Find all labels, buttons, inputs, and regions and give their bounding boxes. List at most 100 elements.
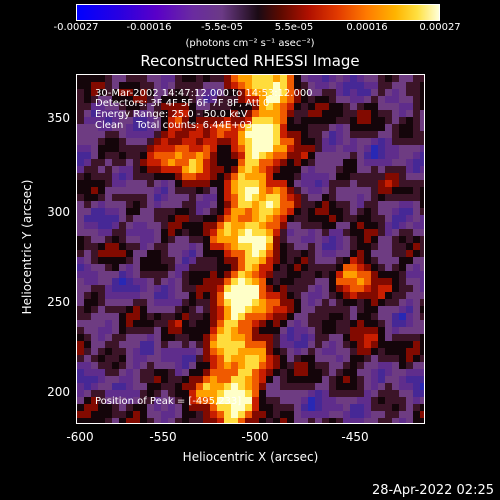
image-pixel — [203, 376, 211, 384]
y-tick-label: 350 — [47, 111, 70, 125]
image-pixel — [231, 257, 239, 265]
image-pixel — [231, 313, 239, 321]
image-pixel — [364, 285, 372, 293]
image-pixel — [133, 383, 141, 391]
image-pixel — [189, 278, 197, 286]
image-pixel — [280, 257, 288, 265]
image-pixel — [210, 292, 218, 300]
image-pixel — [280, 222, 288, 230]
image-pixel — [406, 173, 414, 181]
image-pixel — [385, 404, 393, 412]
image-pixel — [161, 236, 169, 244]
image-pixel — [231, 96, 239, 104]
image-pixel — [315, 236, 323, 244]
image-pixel — [343, 103, 351, 111]
image-pixel — [175, 348, 183, 356]
image-pixel — [385, 159, 393, 167]
image-pixel — [322, 166, 330, 174]
image-pixel — [371, 82, 379, 90]
image-pixel — [301, 320, 309, 328]
image-pixel — [413, 166, 421, 174]
image-pixel — [420, 236, 424, 244]
image-pixel — [84, 334, 92, 342]
image-pixel — [350, 383, 358, 391]
image-pixel — [217, 82, 225, 90]
image-pixel — [175, 341, 183, 349]
image-pixel — [273, 89, 281, 97]
image-pixel — [413, 117, 421, 125]
image-pixel — [231, 222, 239, 230]
image-pixel — [210, 138, 218, 146]
image-pixel — [287, 257, 295, 265]
image-pixel — [420, 145, 424, 153]
image-pixel — [210, 194, 218, 202]
image-pixel — [105, 313, 113, 321]
image-pixel — [238, 334, 246, 342]
image-pixel — [182, 110, 190, 118]
image-pixel — [245, 138, 253, 146]
image-pixel — [196, 131, 204, 139]
image-pixel — [119, 278, 127, 286]
image-pixel — [322, 278, 330, 286]
image-pixel — [364, 110, 372, 118]
image-pixel — [420, 187, 424, 195]
image-pixel — [294, 418, 302, 423]
image-pixel — [273, 411, 281, 419]
image-pixel — [266, 159, 274, 167]
image-pixel — [287, 110, 295, 118]
image-pixel — [217, 208, 225, 216]
image-pixel — [287, 397, 295, 405]
image-pixel — [336, 306, 344, 314]
image-pixel — [364, 404, 372, 412]
image-pixel — [378, 187, 386, 195]
image-pixel — [126, 278, 134, 286]
image-pixel — [98, 145, 106, 153]
image-pixel — [378, 215, 386, 223]
image-pixel — [217, 334, 225, 342]
image-pixel — [357, 229, 365, 237]
image-pixel — [420, 117, 424, 125]
image-pixel — [252, 75, 260, 83]
image-pixel — [322, 264, 330, 272]
image-pixel — [238, 390, 246, 398]
image-pixel — [350, 341, 358, 349]
image-pixel — [203, 89, 211, 97]
image-pixel — [294, 173, 302, 181]
image-pixel — [119, 229, 127, 237]
image-pixel — [238, 103, 246, 111]
image-pixel — [168, 306, 176, 314]
image-pixel — [77, 418, 85, 423]
image-pixel — [399, 264, 407, 272]
image-pixel — [294, 306, 302, 314]
image-pixel — [189, 313, 197, 321]
image-pixel — [133, 397, 141, 405]
image-pixel — [84, 369, 92, 377]
image-pixel — [182, 229, 190, 237]
image-pixel — [217, 306, 225, 314]
image-pixel — [329, 418, 337, 423]
image-pixel — [77, 194, 85, 202]
image-pixel — [168, 376, 176, 384]
image-pixel — [259, 131, 267, 139]
image-pixel — [203, 292, 211, 300]
image-pixel — [252, 383, 260, 391]
image-pixel — [154, 250, 162, 258]
image-pixel — [147, 250, 155, 258]
image-pixel — [98, 362, 106, 370]
image-pixel — [378, 152, 386, 160]
image-pixel — [77, 180, 85, 188]
image-pixel — [175, 264, 183, 272]
image-pixel — [147, 257, 155, 265]
image-pixel — [420, 285, 424, 293]
image-pixel — [259, 390, 267, 398]
image-pixel — [259, 194, 267, 202]
image-pixel — [175, 285, 183, 293]
image-pixel — [98, 376, 106, 384]
image-pixel — [287, 180, 295, 188]
image-pixel — [287, 166, 295, 174]
image-pixel — [413, 201, 421, 209]
image-pixel — [273, 201, 281, 209]
image-pixel — [413, 285, 421, 293]
image-pixel — [259, 110, 267, 118]
image-pixel — [91, 320, 99, 328]
